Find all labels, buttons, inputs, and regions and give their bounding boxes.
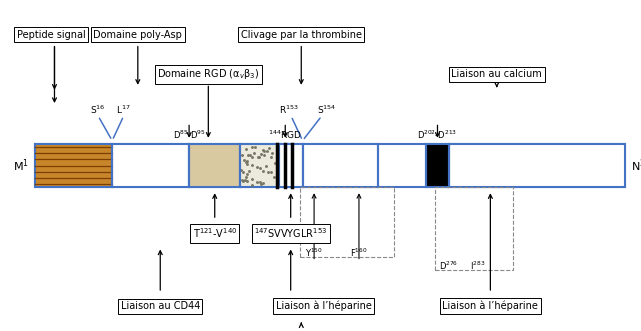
Point — [246, 152, 256, 158]
Point — [247, 182, 257, 187]
Point — [247, 177, 257, 182]
Point — [267, 169, 277, 175]
Bar — [240, 144, 279, 187]
Point — [246, 144, 256, 149]
Bar — [303, 144, 378, 187]
Text: I$^{283}$: I$^{283}$ — [470, 260, 485, 272]
Text: N$^{297}$: N$^{297}$ — [631, 157, 641, 174]
Bar — [435, 187, 513, 270]
Text: Domaine poly-Asp: Domaine poly-Asp — [94, 30, 182, 40]
Point — [241, 147, 251, 152]
Point — [238, 169, 248, 175]
Bar — [35, 144, 112, 187]
Text: D$^{202}$-D$^{213}$: D$^{202}$-D$^{213}$ — [417, 128, 458, 141]
Text: S$^{16}$: S$^{16}$ — [90, 104, 106, 116]
Point — [243, 152, 253, 158]
Text: F$^{160}$: F$^{160}$ — [350, 247, 368, 259]
Text: S$^{154}$: S$^{154}$ — [317, 104, 337, 116]
Bar — [112, 144, 189, 187]
Point — [242, 178, 253, 183]
Point — [271, 161, 281, 166]
Text: D$^{276}$: D$^{276}$ — [439, 260, 458, 272]
Text: $^{144}$RGD: $^{144}$RGD — [269, 128, 302, 141]
Point — [258, 168, 269, 174]
Bar — [426, 144, 449, 187]
Point — [240, 174, 251, 180]
Point — [249, 151, 260, 156]
Point — [241, 159, 251, 165]
Text: Liaison à l’héparine: Liaison à l’héparine — [442, 301, 538, 311]
Point — [258, 180, 269, 186]
Point — [272, 170, 283, 175]
Text: Clivage par la thrombine: Clivage par la thrombine — [241, 30, 362, 40]
Bar — [300, 187, 394, 257]
Point — [272, 172, 283, 177]
Bar — [279, 144, 303, 187]
Point — [244, 168, 254, 174]
Point — [263, 146, 274, 151]
Text: R$^{153}$: R$^{153}$ — [279, 104, 298, 116]
Text: Liaison au CD44: Liaison au CD44 — [121, 301, 200, 311]
Point — [255, 166, 265, 171]
Point — [262, 169, 272, 175]
Text: M$^1$: M$^1$ — [13, 157, 29, 174]
Point — [239, 158, 249, 163]
Point — [262, 148, 272, 153]
Point — [255, 151, 265, 157]
Point — [237, 179, 247, 184]
Text: Domaine RGD (α$_v$β$_3$): Domaine RGD (α$_v$β$_3$) — [157, 68, 260, 81]
Text: T$^{121}$-V$^{140}$: T$^{121}$-V$^{140}$ — [192, 226, 237, 240]
Text: Y$^{150}$: Y$^{150}$ — [305, 247, 323, 259]
Text: $^{147}$SVVYGLR$^{153}$: $^{147}$SVVYGLR$^{153}$ — [254, 226, 328, 240]
Point — [253, 155, 263, 160]
Text: Liaison au calcium: Liaison au calcium — [451, 70, 542, 79]
Point — [247, 162, 258, 167]
Point — [258, 148, 269, 153]
Point — [255, 179, 265, 185]
Text: D$^{85}$-D$^{95}$: D$^{85}$-D$^{95}$ — [172, 128, 206, 141]
Point — [269, 175, 279, 180]
Point — [242, 171, 253, 177]
Point — [265, 154, 276, 159]
Bar — [189, 144, 240, 187]
Point — [237, 178, 247, 183]
Point — [252, 179, 262, 185]
Point — [267, 150, 278, 156]
Point — [256, 181, 267, 187]
Point — [240, 178, 250, 183]
Point — [272, 152, 282, 158]
Text: L$^{17}$: L$^{17}$ — [117, 104, 131, 116]
Point — [236, 167, 246, 172]
Point — [237, 153, 247, 158]
Point — [254, 155, 265, 160]
Point — [242, 161, 253, 166]
Bar — [35, 144, 625, 187]
Point — [252, 164, 262, 169]
Point — [259, 152, 269, 158]
Point — [261, 163, 271, 168]
Text: Liaison à l’héparine: Liaison à l’héparine — [276, 301, 372, 311]
Bar — [449, 144, 625, 187]
Point — [242, 158, 252, 164]
Point — [249, 145, 260, 150]
Text: Peptide signal: Peptide signal — [17, 30, 86, 40]
Point — [272, 180, 282, 185]
Point — [247, 154, 257, 159]
Point — [258, 149, 269, 154]
